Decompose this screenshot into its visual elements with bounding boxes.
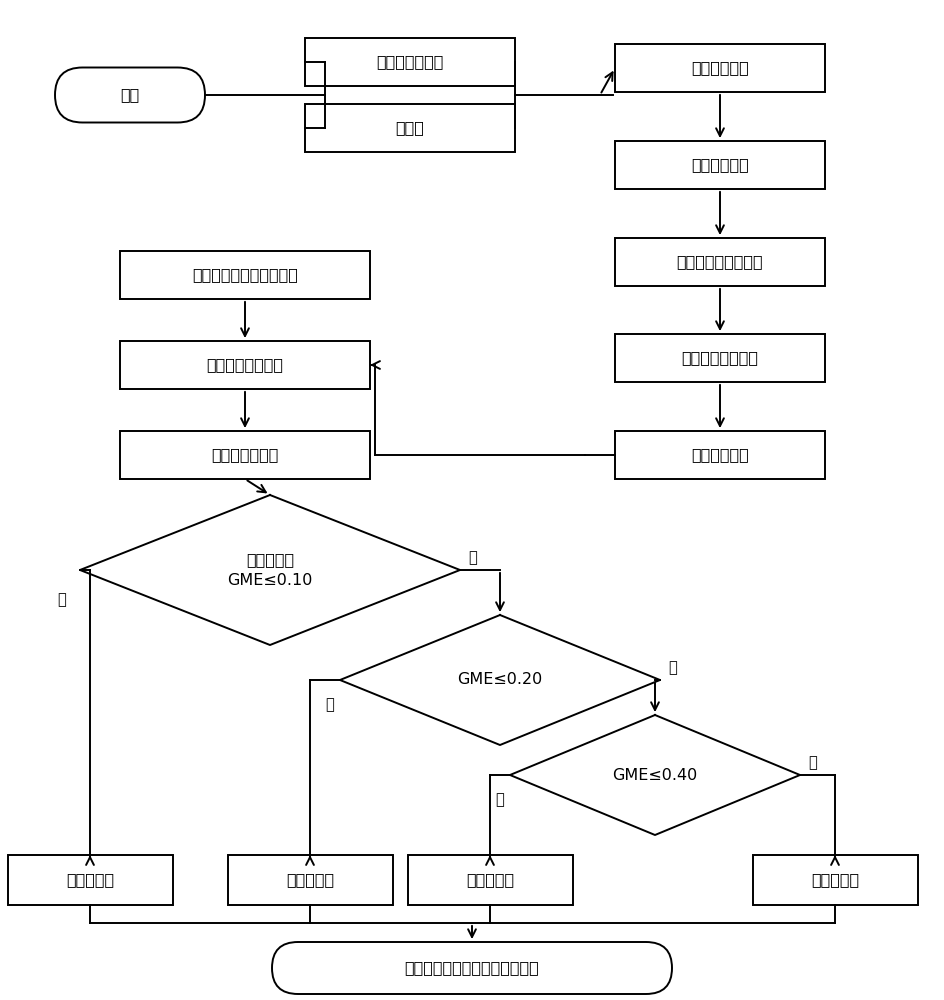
Text: GME≤0.40: GME≤0.40	[612, 768, 697, 782]
Polygon shape	[510, 715, 800, 835]
Text: 摄像头: 摄像头	[396, 120, 424, 135]
Text: 晶粒混晶度计算: 晶粒混晶度计算	[211, 448, 278, 462]
FancyBboxPatch shape	[120, 341, 370, 389]
Text: 晶粒孔洞填充: 晶粒孔洞填充	[690, 448, 748, 462]
Text: 形态特征参数提取: 形态特征参数提取	[207, 358, 283, 372]
Text: 是: 是	[326, 698, 334, 712]
FancyBboxPatch shape	[615, 141, 824, 189]
Text: 混晶度极高: 混晶度极高	[810, 872, 858, 888]
Text: 晶粒混晶度测量、分类结果输出: 晶粒混晶度测量、分类结果输出	[404, 960, 539, 976]
Text: 否: 否	[807, 756, 816, 770]
Text: 晶粒缺失边界修复: 晶粒缺失边界修复	[681, 351, 758, 365]
Text: 是: 是	[58, 592, 66, 607]
FancyBboxPatch shape	[615, 334, 824, 382]
Text: 标尺设定及晶粒区域标定: 标尺设定及晶粒区域标定	[192, 267, 297, 282]
FancyBboxPatch shape	[305, 38, 514, 86]
Polygon shape	[80, 495, 460, 645]
FancyBboxPatch shape	[615, 238, 824, 286]
FancyBboxPatch shape	[305, 104, 514, 152]
Text: GME≤0.20: GME≤0.20	[457, 672, 542, 688]
FancyBboxPatch shape	[120, 431, 370, 479]
Text: 是: 是	[495, 792, 504, 808]
Text: 混晶度较高: 混晶度较高	[465, 872, 514, 888]
Text: 专业金相显微镜: 专业金相显微镜	[376, 54, 444, 70]
FancyBboxPatch shape	[55, 68, 205, 122]
FancyBboxPatch shape	[615, 431, 824, 479]
Text: 中值滤波去噪: 中值滤波去噪	[690, 157, 748, 172]
Text: 混晶度较低: 混晶度较低	[286, 872, 334, 888]
FancyBboxPatch shape	[120, 251, 370, 299]
Text: 混晶度极低: 混晶度极低	[66, 872, 114, 888]
FancyBboxPatch shape	[615, 44, 824, 92]
Text: 原始图像导入: 原始图像导入	[690, 60, 748, 76]
Text: 局部自适应阈值分割: 局部自适应阈值分割	[676, 254, 763, 269]
Text: 否: 否	[667, 660, 676, 676]
Polygon shape	[340, 615, 659, 745]
Text: 否: 否	[467, 550, 476, 566]
FancyBboxPatch shape	[8, 855, 173, 905]
FancyBboxPatch shape	[751, 855, 917, 905]
Text: 开始: 开始	[120, 88, 140, 103]
FancyBboxPatch shape	[407, 855, 572, 905]
Text: 混晶度分析
GME≤0.10: 混晶度分析 GME≤0.10	[228, 552, 312, 588]
FancyBboxPatch shape	[228, 855, 392, 905]
FancyBboxPatch shape	[272, 942, 671, 994]
